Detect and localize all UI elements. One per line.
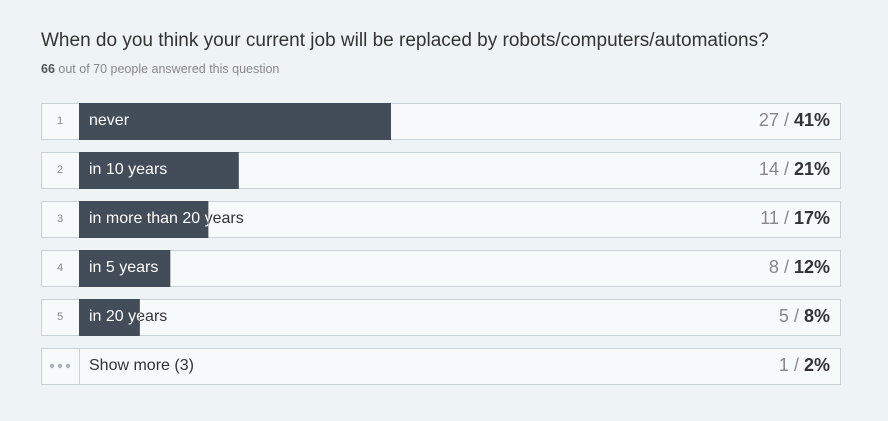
category-label: in 20 years: [89, 308, 167, 325]
result-label: 14 / 21%: [759, 159, 830, 179]
subtitle: 66 out of 70 people answered this questi…: [41, 62, 279, 76]
separator: /: [784, 208, 789, 228]
category-label: in 10 years: [89, 161, 167, 178]
category-label-on-bar: in more than 20 years: [89, 210, 244, 227]
count: 14: [759, 159, 779, 179]
bar: [79, 103, 392, 140]
rank: 5: [57, 311, 63, 323]
separator: /: [784, 159, 789, 179]
category-label-on-bar: in 5 years: [89, 259, 158, 276]
percent: 21%: [794, 159, 830, 179]
more-dot: [57, 363, 63, 369]
result-label: 8 / 12%: [769, 257, 830, 277]
separator: /: [784, 110, 789, 130]
chart-title: When do you think your current job will …: [41, 30, 769, 51]
count: 11: [760, 208, 779, 228]
separator: /: [784, 257, 789, 277]
percent: 12%: [794, 257, 830, 277]
bar: [79, 152, 239, 189]
rank: 3: [57, 213, 63, 225]
separator: /: [794, 306, 799, 326]
count: 5: [779, 306, 789, 326]
bar: [79, 201, 209, 238]
answered-text: out of 70 people answered this question: [58, 62, 279, 76]
more-dot: [49, 363, 55, 369]
bar: [79, 299, 140, 336]
rank: 4: [57, 262, 63, 274]
result-label: 5 / 8%: [779, 306, 830, 326]
row: [41, 250, 841, 287]
more-dot: [65, 363, 71, 369]
result-label: 27 / 41%: [759, 110, 830, 130]
percent: 41%: [794, 110, 830, 130]
row: [41, 299, 841, 336]
rank: 2: [57, 164, 63, 176]
percent: 17%: [794, 208, 830, 228]
percent: 8%: [804, 306, 830, 326]
bar: [79, 250, 171, 287]
count: 1: [779, 355, 789, 375]
answered-count: 66: [41, 62, 55, 76]
category-label-on-bar: never: [89, 112, 130, 129]
count: 8: [769, 257, 779, 277]
category-label: in 5 years: [89, 259, 158, 276]
separator: /: [794, 355, 799, 375]
category-label-on-bar: in 20 years: [89, 308, 167, 325]
category-label-on-bar: in 10 years: [89, 161, 167, 178]
category-label: in more than 20 years: [89, 210, 244, 227]
rank: 1: [57, 115, 63, 127]
result-label: 11 / 17%: [760, 208, 830, 228]
show-more-row: [41, 348, 841, 385]
percent: 2%: [804, 355, 830, 375]
count: 27: [759, 110, 779, 130]
show-more[interactable]: Show more (3): [89, 357, 194, 374]
show-more-result: 1 / 2%: [779, 355, 830, 375]
category-label: never: [89, 112, 130, 129]
